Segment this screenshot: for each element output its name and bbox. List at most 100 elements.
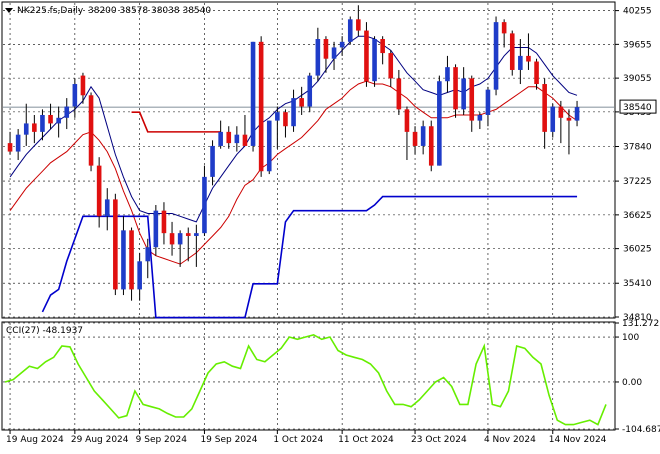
candle-body	[153, 210, 159, 248]
candle-body	[145, 247, 151, 262]
cci-tick-label: 100	[622, 333, 639, 343]
candle-body	[420, 126, 426, 146]
candle-body	[485, 89, 491, 115]
price-tick-label: 37840	[623, 142, 652, 152]
candle-body	[412, 131, 418, 146]
candle-body	[291, 98, 296, 127]
candle-body	[574, 107, 580, 121]
time-tick-label: 29 Aug 2024	[71, 435, 129, 445]
candle-body	[48, 114, 53, 124]
candle-body	[137, 261, 142, 290]
candle-body	[534, 61, 539, 85]
candle-body	[396, 78, 402, 110]
time-tick-label: 14 Nov 2024	[549, 435, 607, 445]
candle-body	[185, 233, 191, 236]
candle-body	[356, 19, 361, 31]
candle-body	[88, 95, 94, 166]
candle-body	[558, 106, 564, 118]
candle-body	[347, 19, 353, 42]
cci-title: CCI(27) -48.1937	[6, 326, 83, 336]
candle-body	[437, 81, 442, 166]
price-tick-label: 36025	[623, 245, 652, 255]
time-tick-label: 1 Oct 2024	[273, 435, 323, 445]
time-tick-label: 19 Aug 2024	[6, 435, 64, 445]
candle-body	[56, 117, 61, 124]
cci-panel-frame	[1, 321, 616, 431]
candle-body	[283, 112, 288, 127]
candle-body	[250, 41, 256, 146]
candle-body	[307, 75, 313, 107]
candle-body	[509, 33, 515, 70]
price-tick-label: 35410	[623, 279, 652, 289]
candle-body	[129, 230, 134, 290]
candle-body	[96, 165, 102, 217]
candle-body	[453, 67, 458, 110]
candle-body	[526, 55, 531, 62]
cci-tick-label: 0.00	[622, 378, 642, 388]
collapse-triangle-icon[interactable]	[5, 8, 13, 13]
candle-body	[64, 106, 70, 118]
cci-tick-label: -104.687	[622, 425, 660, 435]
candle-body	[258, 41, 264, 172]
candle-body	[299, 98, 304, 107]
candle-body	[121, 230, 126, 290]
price-tick-label: 34810	[623, 313, 652, 323]
candle-body	[404, 109, 410, 132]
time-tick-label: 19 Sep 2024	[200, 435, 257, 445]
time-tick-label: 11 Oct 2024	[338, 435, 394, 445]
candle-body	[40, 114, 45, 132]
cci-tick-label: 131.272	[622, 319, 659, 329]
candle-body	[566, 117, 572, 121]
time-tick-label: 9 Sep 2024	[136, 435, 188, 445]
candle-body	[445, 67, 450, 82]
candle-body	[542, 84, 547, 132]
candle-body	[218, 131, 223, 146]
candle-body	[428, 126, 434, 166]
candle-body	[104, 199, 110, 217]
price-tick-label: 39655	[623, 40, 652, 50]
candle-body	[469, 78, 475, 121]
candle-body	[323, 39, 329, 59]
candle-body	[161, 210, 167, 234]
symbol-label: NK225.fs,Daily	[17, 6, 84, 16]
time-tick-label: 23 Oct 2024	[411, 435, 467, 445]
price-panel-frame	[1, 1, 616, 319]
candle-body	[550, 106, 556, 132]
candle-body	[194, 233, 199, 236]
candle-body	[380, 39, 385, 54]
candle-body	[169, 233, 175, 245]
indicator-series-line	[9, 80, 578, 265]
step-stop-line	[131, 111, 221, 133]
price-tick-label: 36625	[623, 211, 652, 221]
candle-body	[266, 120, 272, 172]
candle-body	[113, 199, 118, 290]
candle-body	[202, 176, 207, 234]
candle-body	[331, 47, 337, 59]
current-price-box	[619, 99, 657, 114]
candle-body	[72, 84, 78, 107]
candle-body	[388, 53, 394, 79]
grid-lines	[3, 3, 614, 430]
price-tick-label: 37225	[623, 177, 652, 187]
candle-body	[372, 39, 377, 82]
symbol-header: NK225.fs,Daily 38200 38578 38038 38540	[5, 6, 211, 16]
candle-body	[477, 114, 483, 121]
candle-body	[275, 112, 280, 121]
current-price-label: 38540	[623, 103, 652, 113]
cci-line	[4, 333, 607, 426]
candle-body	[234, 134, 240, 144]
axes: 4025539655390553845537840372253662536025…	[6, 7, 660, 445]
candle-body	[518, 55, 523, 70]
candle-body	[339, 41, 345, 48]
candle-body	[15, 134, 21, 152]
cci-line-group	[4, 333, 607, 426]
price-tick-label: 39055	[623, 74, 652, 84]
candlesticks	[7, 5, 580, 301]
step-stop-line	[41, 195, 578, 319]
candle-body	[461, 78, 466, 110]
candle-body	[80, 75, 86, 96]
candle-body	[315, 39, 321, 76]
candle-body	[7, 143, 13, 152]
current-price-tag: 38540	[619, 99, 657, 114]
